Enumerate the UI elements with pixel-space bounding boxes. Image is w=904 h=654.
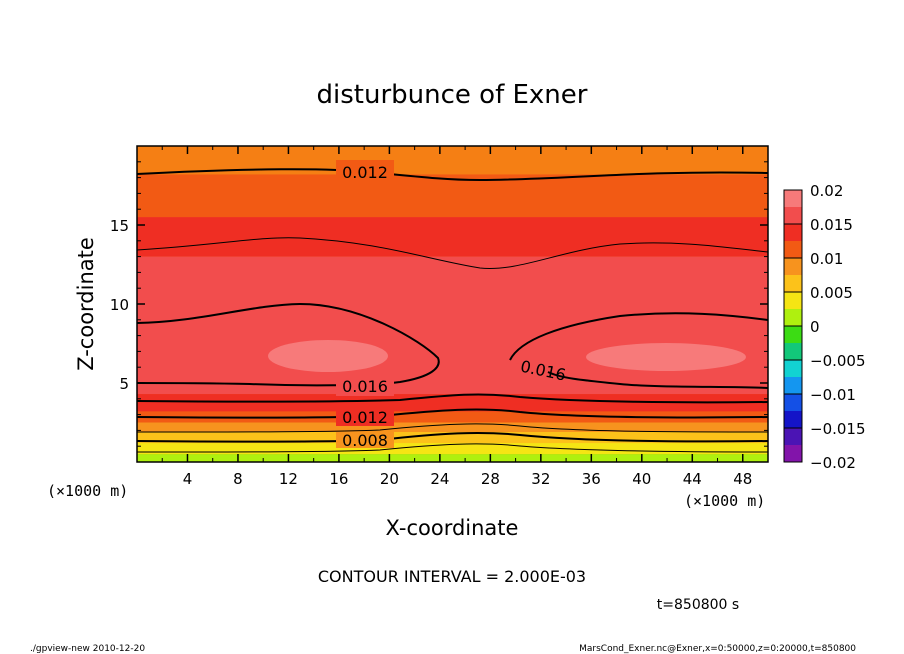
band-8	[137, 174, 768, 218]
colorbar-swatch	[784, 343, 802, 361]
x-axis-label: X-coordinate	[386, 516, 519, 540]
time-label: t=850800 s	[657, 597, 739, 613]
footer-left: ./gpview-new 2010-12-20	[30, 644, 145, 654]
colorbar-swatch	[784, 258, 802, 276]
chart-title: disturbunce of Exner	[317, 80, 588, 110]
x-tick-label: 48	[733, 470, 752, 488]
colorbar-tick-label: −0.015	[810, 420, 866, 438]
contour-line-mid-upper	[136, 237, 769, 269]
core-left	[268, 340, 388, 372]
colorbar-swatch	[784, 190, 802, 208]
x-tick-label: 40	[632, 470, 651, 488]
colorbar-tick-label: −0.02	[810, 454, 856, 472]
colorbar-tick-label: 0.02	[810, 182, 843, 200]
contour-line-inner-left	[136, 302, 440, 387]
colorbar-tick-label: 0.01	[810, 250, 843, 268]
colorbar-tick-label: 0	[810, 318, 820, 336]
band-0	[137, 454, 768, 462]
colorbar-swatch	[784, 428, 802, 446]
band-1	[137, 443, 768, 455]
band-3	[137, 422, 768, 432]
contour-line-low-3	[136, 423, 769, 433]
x-axis-ticks: 4 8 12 16 20 24 28 32 36 40 44 48	[161, 146, 752, 488]
band-7	[137, 217, 768, 257]
core-right	[586, 343, 746, 371]
x-unit-right: (×1000 m)	[684, 492, 765, 510]
contour-line-upper	[136, 168, 769, 182]
colorbar-swatch	[784, 445, 802, 463]
y-axis-ticks: 5 10 15	[110, 161, 768, 447]
colorbar-tick-label: −0.005	[810, 352, 866, 370]
x-tick-label: 12	[279, 470, 298, 488]
x-tick-label: 16	[329, 470, 348, 488]
contour-labels: 0.012 0.016 0.016 0.012 0.008	[336, 160, 568, 450]
colorbar: 0.02 0.015 0.01 0.005 0 −0.005 −0.01 −0.015 −0.0…	[783, 182, 866, 472]
contour-line-low-4	[136, 431, 769, 443]
x-tick-label: 8	[233, 470, 243, 488]
y-tick-label: 10	[110, 296, 129, 314]
colorbar-tick-label: 0.015	[810, 216, 853, 234]
contour-label-lowest: 0.008	[342, 431, 388, 450]
y-tick-label: 5	[119, 375, 129, 393]
contour-lines	[136, 168, 769, 453]
x-unit-left: (×1000 m)	[47, 482, 128, 500]
plot-area: 0.012 0.016 0.016 0.012 0.008	[136, 145, 769, 463]
footer-right: MarsCond_Exner.nc@Exner,x=0:50000,z=0:20…	[579, 644, 856, 654]
colorbar-swatch	[784, 394, 802, 412]
contour-line-low-2	[136, 408, 769, 419]
colorbar-swatch	[784, 309, 802, 327]
colorbar-swatch	[784, 360, 802, 378]
x-tick-label: 28	[481, 470, 500, 488]
colorbar-tick-label: −0.01	[810, 386, 856, 404]
band-4	[137, 411, 768, 423]
colorbar-swatch	[784, 326, 802, 344]
band-2	[137, 431, 768, 444]
x-tick-label: 36	[582, 470, 601, 488]
band-5	[137, 394, 768, 412]
colorbar-swatch	[784, 275, 802, 293]
contour-line-inner-right	[509, 312, 769, 389]
x-tick-label: 24	[430, 470, 449, 488]
colorbar-tick-label: 0.005	[810, 284, 853, 302]
contour-line-low-5	[136, 443, 769, 453]
contour-interval: CONTOUR INTERVAL = 2.000E-03	[318, 567, 586, 586]
colorbar-swatch	[784, 224, 802, 242]
contour-label-upper: 0.012	[342, 163, 388, 182]
contour-label-lower-left: 0.016	[342, 377, 388, 396]
x-tick-label: 32	[531, 470, 550, 488]
x-tick-label: 4	[183, 470, 193, 488]
colorbar-swatch	[784, 207, 802, 225]
colorbar-swatch	[784, 411, 802, 429]
contour-fill-bands	[137, 146, 768, 462]
x-tick-label: 44	[683, 470, 702, 488]
colorbar-swatch	[784, 241, 802, 259]
y-axis-label: Z-coordinate	[74, 237, 98, 371]
y-tick-label: 15	[110, 217, 129, 235]
contour-label-low: 0.012	[342, 408, 388, 427]
colorbar-swatch	[784, 292, 802, 310]
x-tick-label: 20	[380, 470, 399, 488]
contour-line-low	[136, 393, 769, 404]
colorbar-swatch	[784, 377, 802, 395]
